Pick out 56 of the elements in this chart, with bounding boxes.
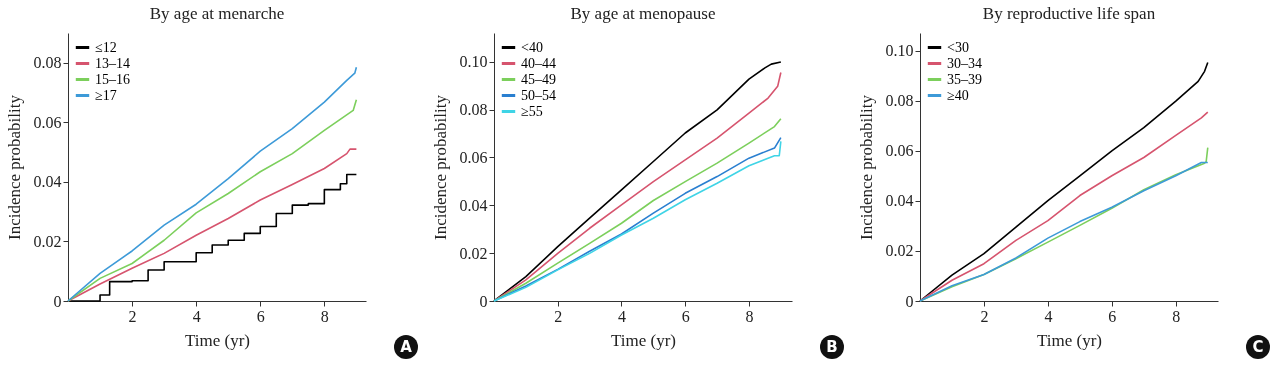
legend-label: 13–14 xyxy=(95,55,130,71)
y-axis-title: Incidence probability xyxy=(430,94,450,240)
y-tick-label: 0 xyxy=(53,292,62,310)
y-tick-label: 0.02 xyxy=(33,232,62,250)
y-tick-label: 0.04 xyxy=(459,196,488,214)
x-tick-label: 8 xyxy=(1172,307,1181,325)
x-tick-label: 2 xyxy=(128,307,137,325)
x-tick-label: 8 xyxy=(745,307,754,325)
legend-label: ≥17 xyxy=(95,87,117,103)
legend-label: 35–39 xyxy=(947,71,982,87)
chart-title: By age at menopause xyxy=(570,4,716,23)
x-tick-label: 2 xyxy=(554,307,563,325)
y-tick-label: 0.04 xyxy=(33,173,62,191)
x-tick-label: 8 xyxy=(320,307,329,325)
text: C xyxy=(1246,335,1270,359)
x-tick-label: 6 xyxy=(681,307,690,325)
y-tick-label: 0.10 xyxy=(885,42,914,60)
legend-label: 40–44 xyxy=(521,55,556,71)
x-tick-label: 2 xyxy=(980,307,989,325)
legend-label: ≥55 xyxy=(521,103,543,119)
y-tick-label: 0.04 xyxy=(885,192,914,210)
y-tick-label: 0 xyxy=(479,292,488,310)
x-tick-label: 4 xyxy=(192,307,201,325)
legend-label: ≥40 xyxy=(947,87,969,103)
x-tick-label: 6 xyxy=(1108,307,1117,325)
x-axis-title: Time (yr) xyxy=(184,330,251,350)
y-tick-label: 0.10 xyxy=(459,53,488,71)
x-axis-title: Time (yr) xyxy=(1036,330,1103,350)
legend-label: <40 xyxy=(521,39,543,55)
legend-label: 50–54 xyxy=(521,87,556,103)
line-series xyxy=(919,111,1209,302)
text: B xyxy=(820,335,844,359)
y-tick-label: 0 xyxy=(905,292,914,310)
y-tick-label: 0.02 xyxy=(459,244,488,262)
legend-label: ≤12 xyxy=(95,39,117,55)
y-tick-label: 0.06 xyxy=(33,113,62,131)
y-axis-title: Incidence probability xyxy=(4,94,24,240)
y-tick-label: 0.08 xyxy=(885,92,914,110)
y-tick-label: 0.06 xyxy=(459,148,488,166)
y-tick-label: 0.02 xyxy=(885,242,914,260)
chart-title: By reproductive life span xyxy=(982,4,1156,23)
y-tick-label: 0.08 xyxy=(33,54,62,72)
x-axis-title: Time (yr) xyxy=(610,330,677,350)
chart-title: By age at menarche xyxy=(149,4,285,23)
legend-label: 45–49 xyxy=(521,71,556,87)
text: A xyxy=(394,335,418,359)
y-tick-label: 0.06 xyxy=(885,142,914,160)
x-tick-label: 4 xyxy=(1044,307,1053,325)
legend-label: 15–16 xyxy=(95,71,130,87)
x-tick-label: 4 xyxy=(617,307,626,325)
line-series xyxy=(67,148,358,302)
y-axis-title: Incidence probability xyxy=(856,94,876,240)
legend-label: 30–34 xyxy=(947,55,982,71)
x-tick-label: 6 xyxy=(256,307,265,325)
legend-label: <30 xyxy=(947,39,969,55)
y-tick-label: 0.08 xyxy=(459,101,488,119)
